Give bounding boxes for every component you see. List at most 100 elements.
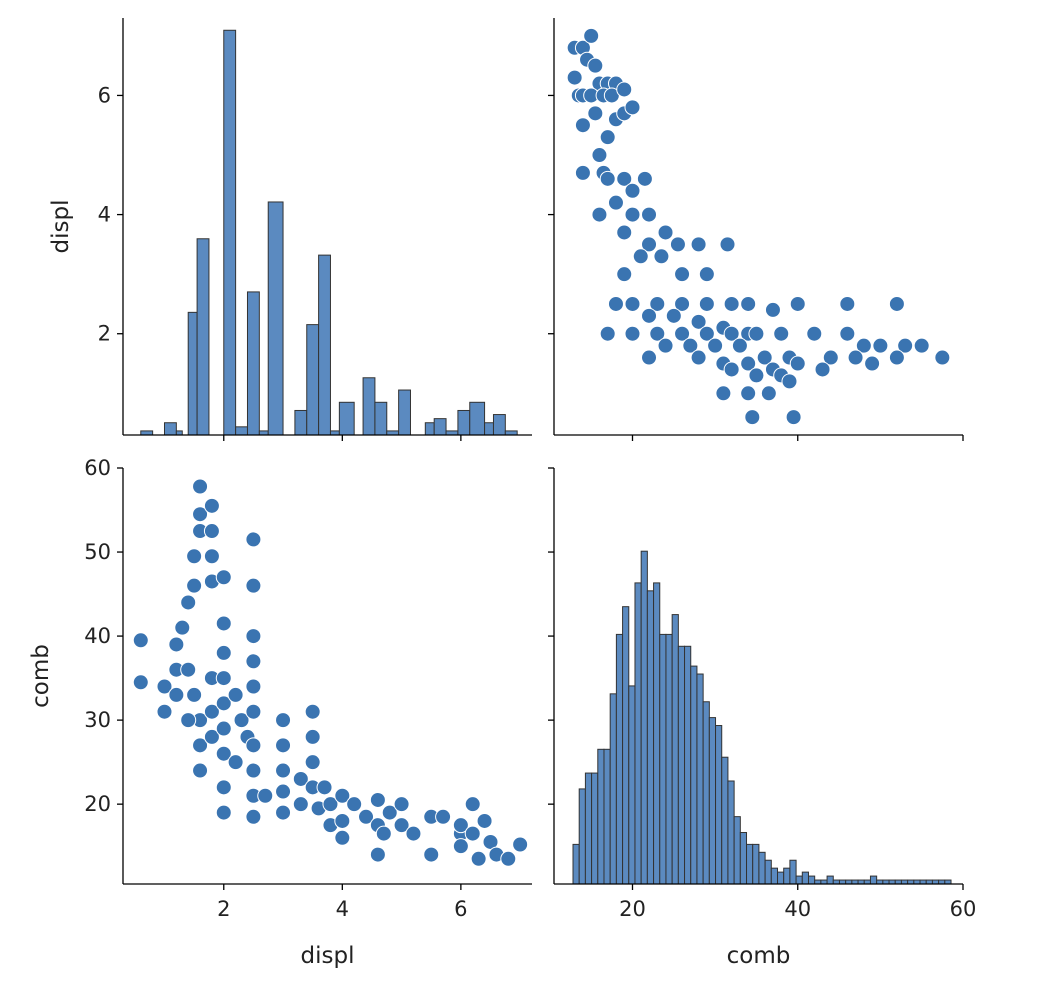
comb_vs_displ_top-point-97 (785, 409, 802, 426)
comb_hist-bar-1 (578, 788, 586, 885)
displ_vs_comb_bottom-point-1 (132, 674, 149, 691)
xtick-label: 60 (950, 897, 977, 921)
comb_vs_displ_top-point-43 (607, 295, 624, 312)
displ_vs_comb_bottom-point-12 (192, 478, 209, 495)
displ_vs_comb_bottom-point-63 (334, 787, 351, 804)
displ_vs_comb_bottom-point-18 (215, 615, 232, 632)
comb_vs_displ_top-point-92 (715, 385, 732, 402)
displ_vs_comb_bottom-point-11 (192, 506, 209, 523)
displ_vs_comb_bottom-point-41 (245, 678, 262, 695)
displ_vs_comb_bottom-point-9 (186, 548, 203, 565)
displ_vs_comb_bottom-point-19 (245, 531, 262, 548)
comb_hist-bar-9 (628, 685, 636, 885)
displ_vs_comb_bottom-point-73 (393, 796, 410, 813)
comb_vs_displ_top-point-54 (641, 307, 658, 324)
comb_hist-bar-2 (584, 772, 593, 885)
comb_vs_displ_top-point-25 (616, 170, 633, 187)
comb_vs_displ_top-point-4 (587, 57, 604, 74)
comb_vs_displ_top-point-15 (616, 81, 633, 98)
xtick-label: 2 (217, 897, 230, 921)
comb_hist-bar-21 (702, 701, 710, 885)
displ_vs_comb_bottom-point-43 (245, 737, 262, 754)
displ_vs_comb_bottom-point-78 (435, 808, 452, 825)
ytick-label: 30 (84, 708, 111, 732)
comb_hist-bar-29 (752, 843, 760, 885)
displ_vs_comb_bottom-point-75 (405, 825, 422, 842)
ytick-label: 4 (98, 203, 111, 227)
comb_vs_displ_top-point-24 (599, 170, 616, 187)
comb_hist-bar-27 (739, 831, 748, 885)
comb_vs_displ_top-point-40 (674, 266, 691, 283)
comb_vs_displ_top-point-79 (897, 337, 914, 354)
comb_vs_displ_top-point-74 (756, 349, 773, 366)
displ_vs_comb_bottom-point-7 (180, 594, 197, 611)
displ_vs_comb_bottom-point-14 (203, 523, 220, 540)
displ_vs_comb_bottom-point-69 (369, 791, 386, 808)
panel-displ_hist (122, 18, 532, 436)
displ_hist-bar-24 (484, 422, 494, 436)
displ_vs_comb_bottom-point-71 (381, 804, 398, 821)
displ_vs_comb_bottom-point-6 (174, 619, 191, 636)
comb_vs_displ_top-point-29 (624, 206, 641, 223)
displ_vs_comb_bottom-point-39 (245, 628, 262, 645)
comb_vs_displ_top-point-62 (698, 325, 715, 342)
comb_vs_displ_top-point-23 (574, 164, 591, 181)
comb_vs_displ_top-point-87 (814, 361, 831, 378)
displ_vs_comb_bottom-point-22 (186, 686, 203, 703)
panel-comb_vs_displ_top (553, 18, 963, 436)
comb_hist-bar-11 (640, 550, 648, 885)
displ_hist-bar-11 (306, 324, 320, 436)
comb_hist-bar-36 (795, 875, 803, 885)
comb_vs_displ_top-point-67 (839, 325, 856, 342)
comb_hist-bar-14 (659, 633, 667, 885)
comb_vs_displ_top-point-8 (566, 69, 583, 86)
panel-comb_hist (553, 468, 963, 885)
comb_hist-bar-18 (684, 645, 692, 885)
displ_vs_comb_bottom-point-32 (215, 720, 232, 737)
displ_vs_comb_bottom-point-83 (464, 825, 481, 842)
displ_hist-bar-15 (362, 377, 376, 436)
comb_vs_displ_top-point-60 (649, 325, 666, 342)
comb_vs_displ_top-point-86 (789, 355, 806, 372)
comb_vs_displ_top-point-63 (723, 325, 740, 342)
comb_vs_displ_top-point-51 (789, 295, 806, 312)
displ_hist-bar-12 (318, 254, 331, 436)
comb_vs_displ_top-point-30 (641, 206, 658, 223)
comb_hist-bar-3 (591, 772, 599, 885)
comb_vs_displ_top-point-53 (888, 295, 905, 312)
displ_hist-bar-5 (223, 29, 237, 436)
comb_vs_displ_top-point-46 (674, 295, 691, 312)
comb_vs_displ_top-point-89 (723, 361, 740, 378)
displ_vs_comb_bottom-point-30 (215, 670, 232, 687)
comb_vs_displ_top-point-65 (773, 325, 790, 342)
displ_vs_comb_bottom-point-74 (393, 817, 410, 834)
displ_vs_comb_bottom-point-80 (452, 838, 469, 855)
displ_hist-bar-1 (163, 422, 177, 436)
displ_vs_comb_bottom-point-52 (275, 804, 292, 821)
xtick-label: 6 (454, 897, 467, 921)
comb_hist-bar-7 (615, 633, 624, 885)
x-axis-title-comb: comb (727, 943, 791, 969)
comb_vs_displ_top-point-76 (822, 349, 839, 366)
comb_hist-bar-24 (721, 756, 729, 885)
comb_hist-bar-41 (826, 875, 834, 885)
comb_vs_displ_top-point-69 (641, 349, 658, 366)
comb_vs_displ_top-point-80 (913, 337, 930, 354)
comb_hist-bar-22 (708, 717, 717, 885)
comb_vs_displ_top-point-66 (806, 325, 823, 342)
displ_vs_comb_bottom-point-25 (192, 762, 209, 779)
comb_hist-bar-37 (801, 871, 809, 885)
comb_vs_displ_top-point-38 (632, 248, 649, 265)
comb_vs_displ_top-point-52 (839, 295, 856, 312)
comb_vs_displ_top-point-61 (674, 325, 691, 342)
comb_vs_displ_top-point-49 (740, 295, 757, 312)
comb_vs_displ_top-point-2 (583, 27, 600, 44)
displ_vs_comb_bottom-point-21 (180, 661, 197, 678)
displ_vs_comb_bottom-point-85 (476, 812, 493, 829)
displ_vs_comb_bottom-point-89 (512, 836, 529, 853)
displ_vs_comb_bottom-point-81 (452, 817, 469, 834)
comb_hist-bar-23 (715, 725, 723, 885)
displ_vs_comb_bottom-point-28 (203, 728, 220, 745)
comb_vs_displ_top-point-93 (740, 385, 757, 402)
